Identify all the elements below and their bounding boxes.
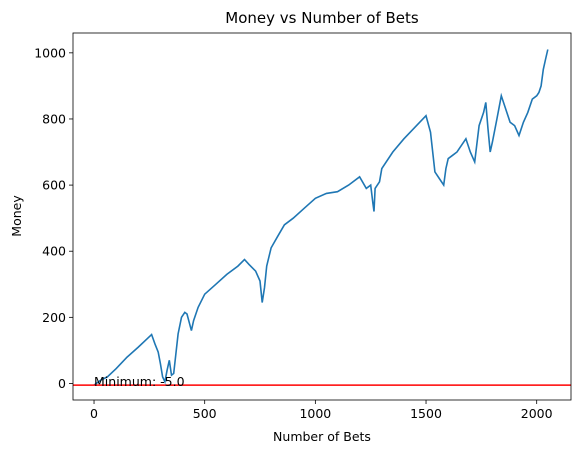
y-tick-label: 200 [42,310,66,325]
plot-frame [73,33,571,400]
plot-area: Minimum: -5.0 [72,32,572,401]
y-tick-label: 800 [42,111,66,126]
plot-border [72,32,572,401]
y-tick-label: 400 [42,244,66,259]
x-tick-label: 1500 [410,406,442,421]
y-axis-ticks: 0 200 400 600 800 1000 [34,45,73,391]
y-axis-label: Money [9,195,24,237]
x-tick-label: 1000 [299,406,331,421]
x-tick-label: 500 [193,406,217,421]
chart-title: Money vs Number of Bets [225,9,419,27]
minimum-annotation: Minimum: -5.0 [94,374,185,389]
x-axis-ticks: 0 500 1000 1500 2000 [90,400,553,421]
x-tick-label: 2000 [521,406,553,421]
money-series-line [93,49,549,386]
y-tick-label: 0 [58,376,66,391]
x-axis-label: Number of Bets [273,429,371,444]
x-tick-label: 0 [90,406,98,421]
y-tick-label: 600 [42,178,66,193]
y-tick-label: 1000 [34,45,66,60]
